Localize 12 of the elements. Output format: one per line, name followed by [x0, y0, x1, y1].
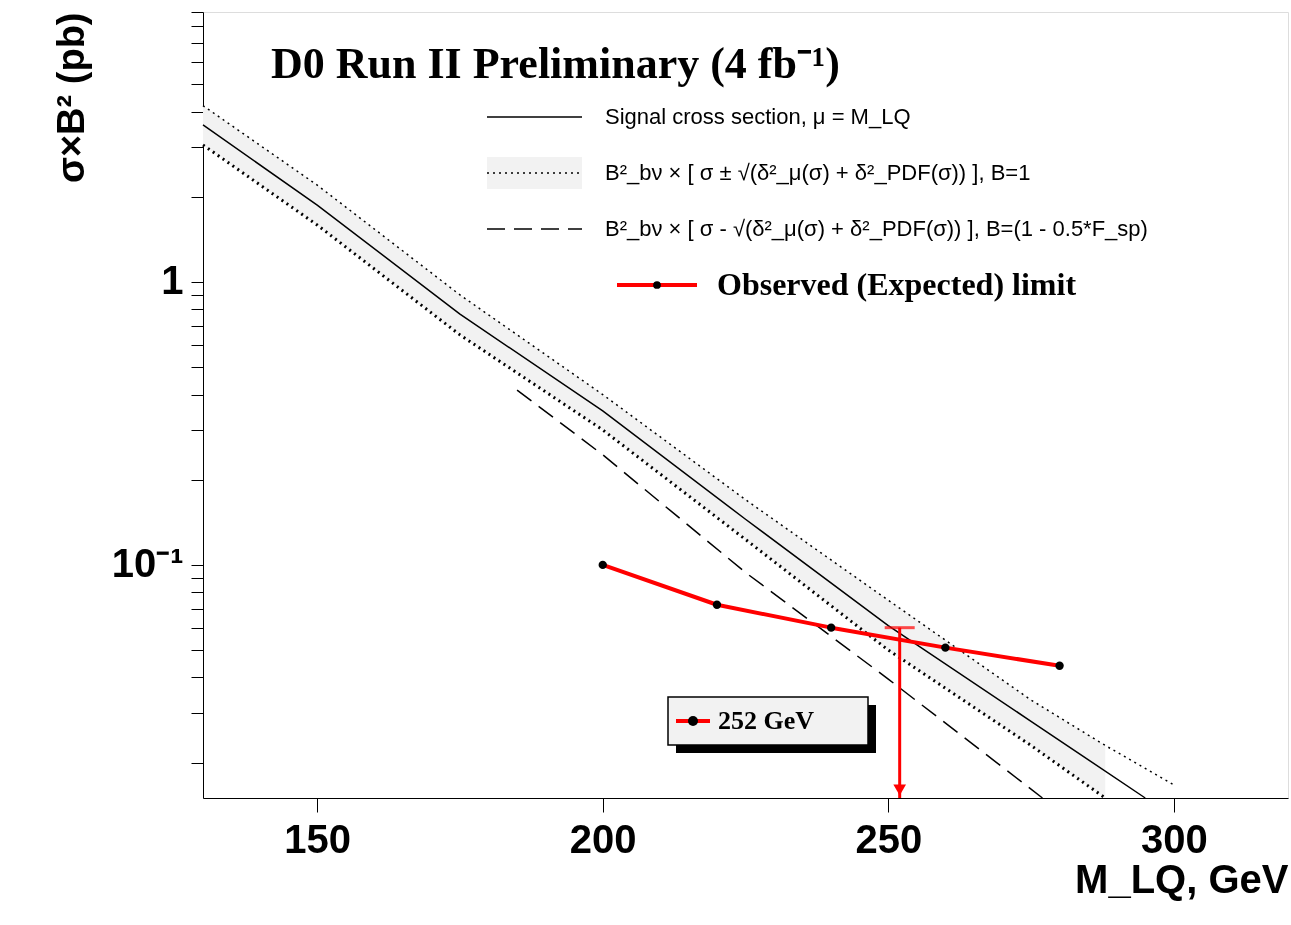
- annotation: 252 GeV: [718, 706, 815, 735]
- y-tick-label: 1: [161, 258, 184, 303]
- x-tick-label: 150: [284, 816, 352, 861]
- legend-label: B²_bν × [ σ ± √(δ²_μ(σ) + δ²_PDF(σ)) ], B=1: [605, 160, 1031, 185]
- y-tick-label: 10⁻¹: [111, 541, 184, 586]
- y-axis-title: σ×B² (pb): [49, 12, 92, 184]
- legend-label: B²_bν × [ σ - √(δ²_μ(σ) + δ²_PDF(σ)) ], B=(1 - 0.5*F_sp): [605, 216, 1148, 241]
- text: D0 Run II Preliminary (4 fb⁻¹): [271, 39, 840, 88]
- x-tick-label: 200: [569, 816, 637, 861]
- legend-label: Observed (Expected) limit: [717, 266, 1077, 302]
- x-tick-label: 250: [855, 816, 923, 861]
- legend-label: Signal cross section, μ = M_LQ: [605, 104, 911, 129]
